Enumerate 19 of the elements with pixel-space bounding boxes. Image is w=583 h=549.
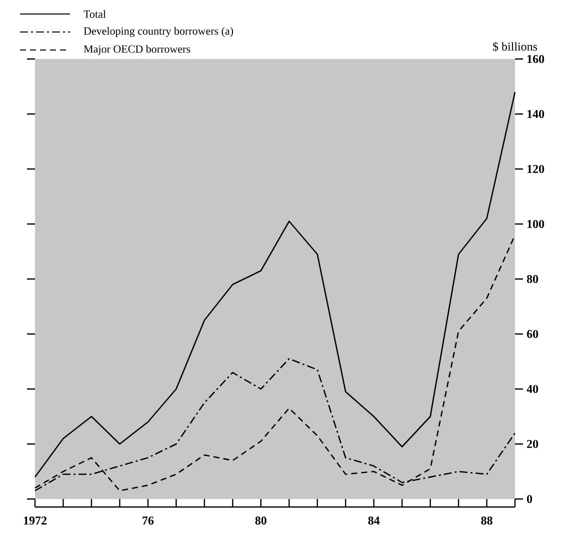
legend-label: Major OECD borrowers xyxy=(84,45,190,55)
y-tick-label: 80 xyxy=(526,274,538,284)
legend-label: Developing country borrowers (a) xyxy=(84,27,234,37)
y-tick-label: 20 xyxy=(527,440,538,448)
legend-label: Total xyxy=(84,10,106,18)
x-tick-label: 84 xyxy=(368,516,380,525)
y-axis-title: $ billions xyxy=(493,42,538,52)
y-tick-label: 0 xyxy=(526,494,532,504)
x-tick-label: 1972 xyxy=(24,516,46,525)
y-tick-label: 100 xyxy=(527,220,544,228)
x-tick-label: 80 xyxy=(255,516,266,525)
y-tick-label: 140 xyxy=(527,110,544,118)
x-tick-label: 76 xyxy=(142,516,154,525)
y-tick-label: 40 xyxy=(526,384,538,394)
y-tick-label: 120 xyxy=(527,164,544,174)
y-tick-label: 160 xyxy=(527,54,544,64)
line-series xyxy=(34,91,516,478)
y-tick-label: 60 xyxy=(526,330,538,338)
x-tick-label: 88 xyxy=(481,516,492,525)
